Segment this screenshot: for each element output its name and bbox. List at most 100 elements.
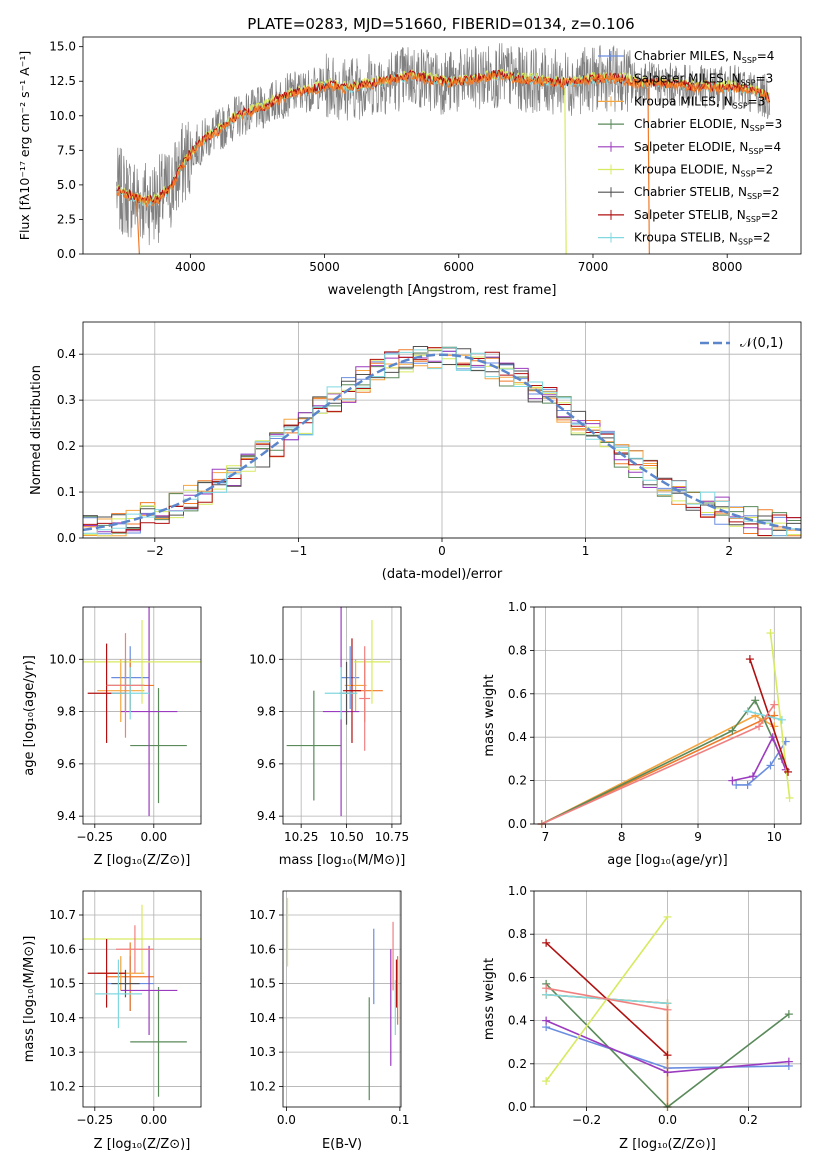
panel-ylabel: mass weight: [482, 958, 497, 1040]
x-tick-label: −0.25: [76, 830, 113, 844]
axes-frame: [282, 606, 402, 825]
plot-area: [286, 607, 391, 817]
y-tick-label: 2.5: [57, 212, 76, 226]
axes-frame: [533, 890, 802, 1108]
mass-weight-line-sm: [546, 993, 669, 1107]
x-tick-label: 0.2: [739, 1113, 758, 1127]
plot-area: [83, 346, 801, 537]
y-tick-label: 12.5: [49, 74, 76, 88]
y-tick-label: 0.4: [57, 347, 76, 361]
legend-label-n: =4: [757, 49, 775, 63]
spectrum-panel: 4000 5000 6000 7000 8000 0.0 2.5 5.0 7.5 10.0 12.5…: [17, 36, 802, 298]
spectrum-title: PLATE=0283, MJD=51660, FIBERID=0134, z=0…: [247, 15, 634, 33]
y-tick-label: 9.8: [57, 705, 76, 719]
legend-label-n: =2: [756, 163, 774, 177]
spectrum-xlabel: wavelength [Angstrom, rest frame]: [328, 283, 557, 298]
normal-curve: [83, 353, 801, 532]
x-tick-label: 10.25: [284, 830, 318, 844]
legend-label-n: =2: [762, 185, 780, 199]
x-tick-label: 7: [542, 830, 550, 844]
x-tick-label: 0.00: [140, 830, 167, 844]
axes-frame: [282, 890, 402, 1108]
y-tick-label: 10.4: [49, 1011, 76, 1025]
plot-area: [542, 912, 793, 1111]
x-tick-label: 7000: [578, 260, 609, 274]
legend-label-text: Salpeter ELODIE, N: [634, 140, 748, 154]
legend-label-n: =2: [753, 231, 771, 245]
mass-vs-extinction-panel: 0.0 0.1 10.2 10.3 10.4 10.5 10.6 10.7 E(B-V): [249, 890, 409, 1152]
histogram-panel: −2 −1 0 1 2 0.0 0.1 0.2 0.3 0.4 𝒩(0,1) (data-model)…: [29, 321, 802, 582]
x-tick-label: 0: [438, 544, 446, 558]
y-tick-label: 0.4: [508, 1014, 527, 1028]
x-tick-label: 8000: [712, 260, 743, 274]
legend-label-sub: SSP: [742, 56, 757, 65]
x-tick-label: −1: [290, 544, 308, 558]
y-tick-label: 9.8: [257, 705, 276, 719]
legend-label-sub: SSP: [741, 79, 756, 88]
x-tick-label: 1: [582, 544, 590, 558]
y-tick-label: 10.5: [49, 977, 76, 991]
x-tick-label: 2: [725, 544, 733, 558]
panel-ylabel: mass weight: [482, 674, 497, 756]
spectrum-data-line: [116, 43, 771, 246]
legend-label-n: =3: [756, 72, 774, 86]
legend-label-sub: SSP: [747, 192, 762, 201]
legend-label: Chabrier STELIB, NSSP=2: [634, 185, 780, 201]
y-tick-label: 0.2: [57, 439, 76, 453]
legend-label-text: Chabrier ELODIE, N: [634, 117, 750, 131]
y-tick-label: 1.0: [508, 600, 527, 614]
y-tick-label: 9.4: [257, 809, 276, 823]
y-tick-label: 10.6: [49, 942, 76, 956]
y-tick-label: 5.0: [57, 178, 76, 192]
legend-label-text: Salpeter MILES, N: [634, 72, 741, 86]
legend-label-n: =3: [748, 94, 766, 108]
legend-label-sub: SSP: [738, 238, 753, 247]
y-tick-label: 0.8: [508, 927, 527, 941]
plot-area: [116, 43, 771, 254]
legend-label: Kroupa ELODIE, NSSP=2: [634, 163, 773, 179]
legend-entry: Chabrier MILES, NSSP=4: [598, 49, 774, 65]
legend-entry: Kroupa STELIB, NSSP=2: [598, 231, 771, 247]
mass-weight-line-ks: [747, 710, 783, 721]
legend-label: Kroupa STELIB, NSSP=2: [634, 231, 771, 247]
y-tick-label: 10.0: [49, 652, 76, 666]
hist-xlabel: (data-model)/error: [382, 567, 503, 582]
panel-xlabel: Z [log₁₀(Z/Z⊙)]: [94, 1137, 191, 1152]
legend-entry: Chabrier ELODIE, NSSP=3: [598, 117, 782, 133]
panel-xlabel: age [log₁₀(age/yr)]: [607, 853, 728, 868]
legend-label-text: Salpeter STELIB, N: [634, 208, 746, 222]
y-tick-label: 10.3: [249, 1045, 276, 1059]
y-tick-label: 10.2: [249, 1079, 276, 1093]
hist-ylabel: Normed distribution: [29, 365, 44, 495]
x-tick-label: −0.25: [76, 1113, 113, 1127]
axes-frame: [82, 606, 202, 825]
x-tick-label: 9: [694, 830, 702, 844]
plot-area: [537, 629, 794, 828]
legend-label-n: =2: [761, 208, 779, 222]
panel-ylabel: mass [log₁₀(M/M⊙)]: [22, 936, 37, 1063]
legend-label-text: Kroupa ELODIE, N: [634, 163, 741, 177]
legend-entry: Chabrier STELIB, NSSP=2: [598, 185, 780, 201]
spectrum-model-line-sm: [116, 70, 770, 208]
histogram-step-ks: [83, 347, 801, 537]
mass-weight-line-se: [732, 735, 787, 782]
x-tick-label: −2: [146, 544, 164, 558]
axes-frame: [533, 606, 802, 825]
y-tick-label: 10.7: [249, 908, 276, 922]
legend-label: Chabrier ELODIE, NSSP=3: [634, 117, 782, 133]
y-tick-label: 0.0: [57, 247, 76, 261]
y-tick-label: 10.0: [49, 109, 76, 123]
axes-frame: [82, 321, 802, 539]
y-tick-label: 0.0: [57, 531, 76, 545]
legend-label-sub: SSP: [750, 124, 765, 133]
y-tick-label: 10.6: [249, 942, 276, 956]
x-tick-label: 10.50: [329, 830, 363, 844]
y-tick-label: 0.6: [508, 970, 527, 984]
y-tick-label: 10.3: [49, 1045, 76, 1059]
legend-label-sub: SSP: [733, 101, 748, 110]
y-tick-label: 0.0: [508, 1100, 527, 1114]
mass-weight-line-ce: [541, 698, 783, 825]
y-tick-label: 0.0: [508, 817, 527, 831]
legend-label-text: Kroupa MILES, N: [634, 94, 733, 108]
